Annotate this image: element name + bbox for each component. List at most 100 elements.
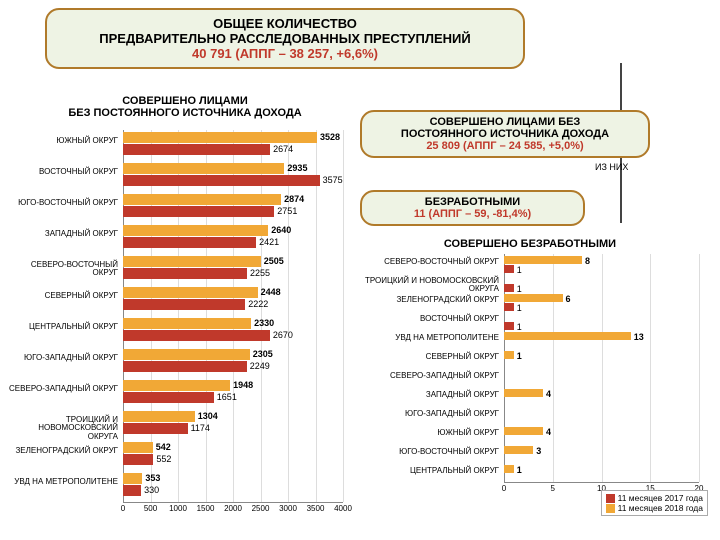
header-line-3: 40 791 (АППГ – 38 257, +6,6%) <box>57 46 513 61</box>
bar-2017 <box>123 485 141 496</box>
bar-value-label: 2255 <box>250 268 270 278</box>
bar-category-label: ЮГО-ВОСТОЧНЫЙ ОКРУГ <box>8 199 121 207</box>
bar-value-label: 2935 <box>287 163 307 173</box>
bar-value-label: 1304 <box>198 411 218 421</box>
bar-2017 <box>123 268 247 279</box>
bar-2017 <box>504 303 514 311</box>
bar-value-label: 353 <box>145 473 160 483</box>
bar-value-label: 330 <box>144 485 159 495</box>
bar-category-label: СЕВЕРО-ЗАПАДНЫЙ ОКРУГ <box>8 385 121 393</box>
bar-2017 <box>504 322 514 330</box>
bar-2018 <box>504 294 563 302</box>
bar-2017 <box>123 361 247 372</box>
bar-category-label: ЗАПАДНЫЙ ОКРУГ <box>362 391 502 399</box>
bar-value-label: 2421 <box>259 237 279 247</box>
bar-2018 <box>123 349 250 360</box>
bar-category-label: ВОСТОЧНЫЙ ОКРУГ <box>362 315 502 323</box>
bar-value-label: 2751 <box>277 206 297 216</box>
x-tick-label: 0 <box>502 484 506 493</box>
bar-value-label: 2330 <box>254 318 274 328</box>
x-tick-label: 2000 <box>224 504 242 513</box>
bar-value-label: 6 <box>566 294 571 304</box>
bar-value-label: 2640 <box>271 225 291 235</box>
bar-2018 <box>123 411 195 422</box>
header-line-1: ОБЩЕЕ КОЛИЧЕСТВО <box>57 16 513 31</box>
legend-2018: 11 месяцев 2018 года <box>606 503 703 513</box>
bar-category-label: СЕВЕРО-ЗАПАДНЫЙ ОКРУГ <box>362 372 502 380</box>
bar-category-label: ЮГО-ВОСТОЧНЫЙ ОКРУГ <box>362 448 502 456</box>
bar-2017 <box>504 265 514 273</box>
bar-2018 <box>123 194 281 205</box>
iznih-label: ИЗ НИХ <box>595 162 628 172</box>
header-summary-box: ОБЩЕЕ КОЛИЧЕСТВО ПРЕДВАРИТЕЛЬНО РАССЛЕДО… <box>45 8 525 69</box>
bar-category-label: ЦЕНТРАЛЬНЫЙ ОКРУГ <box>8 323 121 331</box>
bar-value-label: 13 <box>634 332 644 342</box>
subbox-no-income: СОВЕРШЕНО ЛИЦАМИ БЕЗ ПОСТОЯННОГО ИСТОЧНИ… <box>360 110 650 158</box>
bar-value-label: 1 <box>517 265 522 275</box>
gridline <box>602 254 603 482</box>
chart2-title: СОВЕРШЕНО БЕЗРАБОТНЫМИ <box>370 238 690 250</box>
bar-2018 <box>504 427 543 435</box>
bar-category-label: ВОСТОЧНЫЙ ОКРУГ <box>8 168 121 176</box>
subbox-b-line-1: БЕЗРАБОТНЫМИ <box>370 196 575 208</box>
bar-2017 <box>504 284 514 292</box>
bar-2017 <box>123 423 188 434</box>
subbox-unemployed: БЕЗРАБОТНЫМИ 11 (АППГ – 59, -81,4%) <box>360 190 585 226</box>
legend-swatch-2017 <box>606 494 615 503</box>
header-line-2: ПРЕДВАРИТЕЛЬНО РАССЛЕДОВАННЫХ ПРЕСТУПЛЕН… <box>57 31 513 46</box>
bar-2018 <box>123 380 230 391</box>
bar-value-label: 2674 <box>273 144 293 154</box>
bar-value-label: 1174 <box>191 423 210 433</box>
bar-2017 <box>123 454 153 465</box>
legend-2017: 11 месяцев 2017 года <box>606 493 703 503</box>
bar-2017 <box>123 144 270 155</box>
x-tick-label: 0 <box>121 504 125 513</box>
bar-category-label: ЮЖНЫЙ ОКРУГ <box>8 137 121 145</box>
subbox-a-line-2: ПОСТОЯННОГО ИСТОЧНИКА ДОХОДА <box>370 128 640 140</box>
bar-category-label: ЮГО-ЗАПАДНЫЙ ОКРУГ <box>362 410 502 418</box>
subbox-a-line-1: СОВЕРШЕНО ЛИЦАМИ БЕЗ <box>370 116 640 128</box>
bar-value-label: 2874 <box>284 194 304 204</box>
bar-2018 <box>504 446 533 454</box>
bar-category-label: ЦЕНТРАЛЬНЫЙ ОКРУГ <box>362 467 502 475</box>
bar-2018 <box>504 465 514 473</box>
bar-2018 <box>504 332 631 340</box>
bar-category-label: СЕВЕРО-ВОСТОЧНЫЙ ОКРУГ <box>8 261 121 278</box>
chart1-no-income: 05001000150020002500300035004000ЮЖНЫЙ ОК… <box>8 130 358 522</box>
bar-category-label: ЗАПАДНЫЙ ОКРУГ <box>8 230 121 238</box>
bar-value-label: 4 <box>546 427 551 437</box>
x-tick-label: 1000 <box>169 504 187 513</box>
x-tick-label: 4000 <box>334 504 352 513</box>
subbox-a-value: 25 809 (АППГ – 24 585, +5,0%) <box>370 140 640 152</box>
chart1-title: СОВЕРШЕНО ЛИЦАМИ БЕЗ ПОСТОЯННОГО ИСТОЧНИ… <box>40 95 330 119</box>
bar-value-label: 2670 <box>273 330 293 340</box>
legend-label-2018: 11 месяцев 2018 года <box>618 503 703 513</box>
bar-2017 <box>123 237 256 248</box>
bar-value-label: 1 <box>517 322 522 332</box>
gridline <box>650 254 651 482</box>
bar-category-label: ТРОИЦКИЙ И НОВОМОСКОВСКИЙ ОКРУГА <box>8 416 121 441</box>
bar-category-label: ЮГО-ЗАПАДНЫЙ ОКРУГ <box>8 354 121 362</box>
bar-category-label: УВД НА МЕТРОПОЛИТЕНЕ <box>362 334 502 342</box>
x-tick-label: 3500 <box>307 504 325 513</box>
chart-legend: 11 месяцев 2017 года 11 месяцев 2018 год… <box>601 490 708 516</box>
bar-value-label: 1948 <box>233 380 253 390</box>
bar-2018 <box>123 442 153 453</box>
bar-category-label: УВД НА МЕТРОПОЛИТЕНЕ <box>8 478 121 486</box>
bar-value-label: 1 <box>517 284 522 294</box>
legend-label-2017: 11 месяцев 2017 года <box>618 493 703 503</box>
bar-value-label: 2305 <box>253 349 273 359</box>
bar-value-label: 1 <box>517 303 522 313</box>
bar-2018 <box>123 318 251 329</box>
gridline <box>699 254 700 482</box>
bar-value-label: 3 <box>536 446 541 456</box>
bar-2018 <box>123 163 284 174</box>
bar-value-label: 2222 <box>248 299 268 309</box>
bar-value-label: 8 <box>585 256 590 266</box>
bar-category-label: СЕВЕРНЫЙ ОКРУГ <box>362 353 502 361</box>
bar-value-label: 2505 <box>264 256 284 266</box>
bar-category-label: ЗЕЛЕНОГРАДСКИЙ ОКРУГ <box>8 447 121 455</box>
bar-2018 <box>504 351 514 359</box>
subbox-b-value: 11 (АППГ – 59, -81,4%) <box>370 208 575 220</box>
bar-2017 <box>123 330 270 341</box>
